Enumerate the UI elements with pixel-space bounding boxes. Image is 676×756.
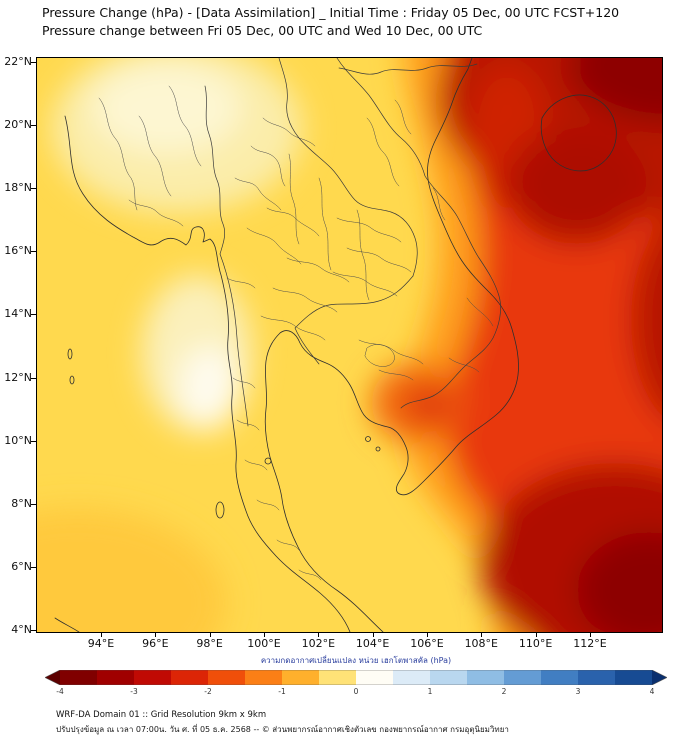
x-tick-label: 96°E [142, 637, 169, 650]
y-tick-label: 20°N [4, 118, 32, 132]
colorbar-tick-label: 4 [649, 687, 655, 696]
colorbar-tick-label: 1 [427, 687, 433, 696]
colorbar-segment [245, 670, 283, 685]
x-tick-label: 106°E [410, 637, 444, 650]
colorbar-left-arrow [45, 670, 60, 685]
colorbar-segment [615, 670, 653, 685]
y-tick-label: 18°N [4, 181, 32, 195]
colorbar-segment [467, 670, 505, 685]
colorbar-segment [578, 670, 616, 685]
y-tick-label: 12°N [4, 370, 32, 384]
colorbar-tick-label: -3 [130, 687, 138, 696]
y-tick-label: 16°N [4, 244, 32, 258]
y-tick-label: 8°N [11, 496, 32, 510]
y-tick-label: 10°N [4, 433, 32, 447]
figure-title: Pressure Change (hPa) - [Data Assimilati… [42, 5, 620, 20]
x-tick-label: 108°E [464, 637, 499, 650]
y-tick-label: 4°N [11, 622, 32, 636]
colorbar-tick-label: 3 [575, 687, 581, 696]
x-tick-label: 102°E [301, 637, 336, 650]
colorbar-tick-labels: -4 -3 -2 -1 0 1 2 3 4 [45, 687, 667, 697]
colorbar-segment [393, 670, 431, 685]
pressure-field [37, 58, 662, 632]
colorbar-tick-label: -1 [278, 687, 286, 696]
map-boundaries [54, 58, 617, 632]
x-tick-label: 110°E [518, 637, 553, 650]
colorbar-segment [171, 670, 209, 685]
colorbar-segment [319, 670, 357, 685]
colorbar-segment [282, 670, 320, 685]
figure-subtitle: Pressure change between Fri 05 Dec, 00 U… [42, 23, 483, 38]
x-tick-label: 94°E [87, 637, 115, 650]
y-tick-label: 6°N [11, 559, 32, 573]
x-tick-label: 100°E [247, 637, 281, 650]
colorbar-segment [541, 670, 579, 685]
coastline-paths [54, 58, 617, 632]
colorbar-title: ความกดอากาศเปลี่ยนแปลง หน่วย เฮกโตพาสคัล… [260, 656, 452, 665]
colorbar-segment [208, 670, 246, 685]
colorbar-tick-label: -2 [204, 687, 212, 696]
x-tick-label: 98°E [196, 637, 223, 650]
colorbar-tick-label: 0 [353, 687, 359, 696]
colorbar-tick-label: -4 [56, 687, 64, 696]
x-tick-label: 112°E [573, 637, 607, 650]
colorbar-right-arrow [652, 670, 667, 685]
colorbar-segment [60, 670, 98, 685]
colorbar-segment [97, 670, 135, 685]
colorbar-svg [45, 670, 667, 685]
colorbar-segment [356, 670, 394, 685]
country-border-paths [204, 58, 501, 427]
colorbar-segment [504, 670, 542, 685]
y-tick-label: 22°N [4, 55, 32, 68]
colorbar-segment [134, 670, 172, 685]
y-tick-label: 14°N [4, 307, 32, 321]
province-boundary-paths [98, 85, 494, 581]
x-tick-label: 104°E [355, 637, 390, 650]
map-plot-area [36, 57, 663, 633]
colorbar-tick-label: 2 [501, 687, 507, 696]
pressure-field-blobs [37, 58, 662, 632]
footer-update-info: ปรับปรุงข้อมูล ณ เวลา 07:00น. วัน ศ. ที่… [56, 725, 509, 734]
colorbar-segment [430, 670, 468, 685]
footer-domain-info: WRF-DA Domain 01 :: Grid Resolution 9km … [56, 710, 267, 720]
